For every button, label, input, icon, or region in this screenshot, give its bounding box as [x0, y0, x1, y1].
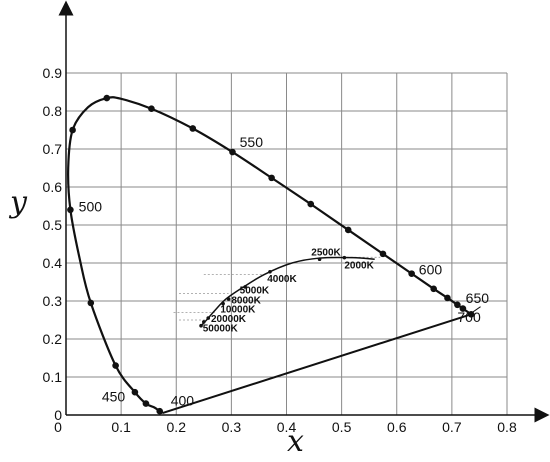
wavelength-label: 650 — [466, 290, 490, 306]
x-tick-label: 0.3 — [222, 419, 242, 435]
spectral-locus-point — [131, 388, 139, 396]
temperature-label: 4000K — [267, 274, 297, 285]
temperature-label: 20000K — [211, 314, 247, 325]
spectral-locus-point — [156, 407, 164, 415]
wavelength-label: 600 — [419, 261, 443, 277]
y-tick-label: 0.7 — [43, 141, 63, 157]
y-axis-title: y — [8, 185, 28, 220]
tick-labels: 0 0.1 0.2 0.3 0.4 0.5 0.6 0.7 0.8 0 0.1 0.2 0.3 0.4 0.… — [43, 65, 517, 435]
x-tick-label: 0 — [54, 419, 62, 435]
planckian-locus-point — [243, 285, 247, 289]
y-tick-label: 0.9 — [43, 65, 63, 81]
spectral-locus-point — [454, 301, 461, 309]
x-tick-label: 0.7 — [442, 419, 462, 435]
wavelength-label: 700 — [457, 309, 481, 325]
planckian-locus-point — [342, 255, 347, 260]
spectral-locus-point — [87, 299, 95, 307]
spectral-locus-point — [408, 270, 415, 277]
x-tick-label: 0.1 — [111, 419, 131, 435]
x-tick-label: 0.5 — [332, 419, 352, 435]
spectral-locus-point — [444, 294, 451, 302]
y-tick-label: 0.4 — [43, 255, 63, 271]
y-tick-label: 0 — [54, 407, 62, 423]
y-tick-label: 0.6 — [43, 179, 63, 195]
planckian-locus-point — [221, 301, 225, 306]
spectral-locus-point — [67, 206, 74, 214]
wavelength-label: 550 — [240, 134, 264, 150]
spectral-locus-point — [69, 126, 76, 134]
spectral-locus-point — [148, 105, 155, 113]
temperature-label: 5000K — [240, 285, 270, 296]
y-tick-label: 0.3 — [43, 293, 63, 309]
spectral-locus-point — [112, 362, 119, 369]
spectral-locus-point — [103, 94, 111, 102]
y-tick-label: 0.8 — [43, 103, 63, 119]
curve-labels: 4004505005506006507002500K2000K4000K5000… — [79, 134, 490, 408]
temperature-label: 8000K — [231, 296, 261, 307]
spectral-locus-point — [307, 200, 315, 208]
temperature-label: 50000K — [203, 323, 239, 334]
spectral-locus-point — [189, 125, 197, 132]
x-axis-title: x — [287, 424, 304, 459]
planckian-locus-point — [199, 323, 203, 328]
planckian-locus-point — [268, 269, 272, 274]
spectral-locus-point — [344, 226, 352, 234]
y-tick-label: 0.1 — [43, 369, 63, 385]
planckian-locus-point — [202, 320, 206, 324]
planckian-locus-point — [317, 257, 322, 262]
wavelength-label: 500 — [79, 199, 103, 215]
spectral-locus-point — [379, 250, 387, 258]
x-tick-label: 0.6 — [387, 419, 407, 435]
spectral-locus-point — [142, 400, 150, 407]
spectral-locus-point — [268, 174, 275, 182]
spectral-locus-point — [459, 305, 467, 312]
planckian-locus-line — [200, 256, 375, 327]
spectral-locus-point — [430, 285, 437, 293]
planckian-locus-point — [206, 316, 211, 320]
line-of-purples — [162, 313, 472, 415]
leader-line-650 — [470, 306, 481, 314]
temperature-label: 10000K — [220, 304, 256, 315]
wavelength-label: 400 — [171, 393, 195, 409]
spectral-locus-line — [67, 96, 472, 415]
x-tick-label: 0.4 — [277, 419, 297, 435]
temperature-label: 2500K — [311, 247, 341, 258]
axes — [58, 0, 550, 423]
temperature-label: 2000K — [344, 261, 374, 272]
x-tick-label: 0.2 — [167, 419, 187, 435]
y-tick-label: 0.2 — [43, 331, 63, 347]
curves — [67, 94, 475, 415]
grid-lines — [66, 72, 508, 415]
y-tick-label: 0.5 — [43, 217, 63, 233]
wavelength-label: 450 — [102, 389, 126, 405]
planckian-locus-point — [226, 297, 231, 301]
x-tick-label: 0.8 — [497, 419, 517, 435]
spectral-locus-point — [229, 148, 236, 156]
